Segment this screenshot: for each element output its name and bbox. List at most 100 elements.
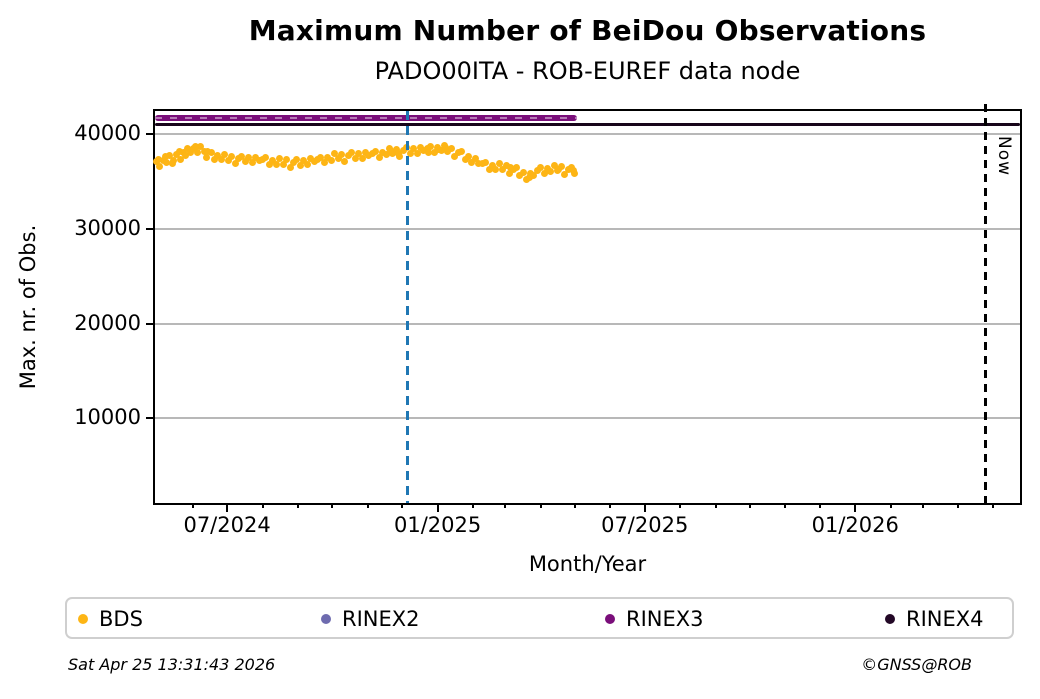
bds-point xyxy=(334,155,342,163)
bds-point xyxy=(300,156,308,164)
bds-point xyxy=(444,147,452,155)
now-vline xyxy=(984,104,987,503)
bds-point xyxy=(513,164,521,172)
bds-point xyxy=(375,153,383,161)
gridline xyxy=(155,132,1020,135)
bds-point xyxy=(406,150,414,158)
y-tick xyxy=(146,322,154,325)
chart-subtitle: PADO00ITA - ROB-EUREF data node xyxy=(374,57,801,85)
x-minor-tick xyxy=(366,503,369,508)
bds-point xyxy=(320,159,328,167)
bds-point xyxy=(348,148,356,156)
y-tick-label: 10000 xyxy=(74,405,141,430)
bds-point xyxy=(442,143,450,151)
gridline xyxy=(155,322,1020,325)
bds-point xyxy=(533,167,541,175)
bds-point xyxy=(338,150,345,158)
rinex3-marker-icon xyxy=(605,614,615,624)
bds-point xyxy=(447,144,455,152)
bds-point xyxy=(471,155,479,163)
bds-point xyxy=(272,160,280,168)
bds-point xyxy=(395,149,403,157)
bds-point xyxy=(327,157,335,165)
credit-text: ©GNSS@ROB xyxy=(861,655,972,674)
x-minor-tick xyxy=(921,503,924,508)
legend-label-rinex3: RINEX3 xyxy=(626,607,704,631)
bds-point xyxy=(217,156,225,164)
bds-point xyxy=(410,145,418,153)
bds-point xyxy=(492,165,500,173)
bds-point xyxy=(502,162,510,170)
x-minor-tick xyxy=(714,503,717,508)
x-minor-tick xyxy=(784,503,787,508)
bds-point xyxy=(392,145,400,153)
x-minor-tick xyxy=(573,503,576,508)
bds-point xyxy=(451,153,459,161)
bds-point xyxy=(495,159,503,167)
bds-point xyxy=(197,143,205,151)
bds-point xyxy=(413,150,421,158)
legend-item-bds: BDS xyxy=(78,606,143,632)
x-major-tick xyxy=(436,503,439,512)
bds-point xyxy=(317,153,325,161)
bds-point xyxy=(279,160,287,168)
bds-point xyxy=(265,160,273,168)
bds-point xyxy=(516,171,524,179)
bds-point xyxy=(269,156,277,164)
legend-label-bds: BDS xyxy=(99,607,143,631)
bds-point xyxy=(248,159,256,167)
bds-point xyxy=(458,148,466,156)
x-minor-tick xyxy=(748,503,751,508)
bds-point xyxy=(224,157,232,165)
x-major-tick xyxy=(226,503,229,512)
bds-point xyxy=(252,153,260,161)
bds-point xyxy=(231,160,239,168)
y-tick-label: 20000 xyxy=(74,310,141,335)
bds-point xyxy=(276,155,284,163)
legend-item-rinex4: RINEX4 xyxy=(885,606,984,632)
gridline xyxy=(155,227,1020,230)
plot-frame xyxy=(153,109,1022,505)
bds-point xyxy=(561,170,569,178)
bds-point xyxy=(489,161,497,169)
bds-point xyxy=(245,153,253,161)
bds-point xyxy=(571,170,579,178)
rinex2-marker-icon xyxy=(321,614,331,624)
bds-point xyxy=(344,152,352,159)
bds-point xyxy=(283,156,291,164)
bds-point xyxy=(537,164,545,172)
bds-point xyxy=(154,155,162,163)
bds-point xyxy=(387,147,395,155)
bds-point xyxy=(427,143,435,150)
bds-point xyxy=(540,170,548,178)
legend-box xyxy=(65,597,1014,639)
x-minor-tick xyxy=(472,503,475,508)
bds-point xyxy=(169,156,177,164)
event-vline xyxy=(406,111,410,503)
x-minor-tick xyxy=(401,503,404,508)
rinex4-marker-icon xyxy=(885,614,895,624)
x-axis-title: Month/Year xyxy=(528,552,647,576)
bds-point xyxy=(162,159,170,167)
bds-point xyxy=(161,153,169,161)
bds-point xyxy=(175,148,183,156)
x-major-tick xyxy=(643,503,646,512)
x-minor-tick xyxy=(261,503,264,508)
bds-point xyxy=(183,145,191,153)
bds-point xyxy=(262,154,270,162)
bds-point xyxy=(168,160,176,168)
y-tick xyxy=(146,227,154,230)
bds-point xyxy=(399,147,407,155)
bds-point xyxy=(547,167,555,175)
x-tick-label: 01/2025 xyxy=(393,513,482,537)
bds-point xyxy=(530,171,538,179)
bds-point xyxy=(296,161,304,169)
gridline xyxy=(155,417,1020,420)
bds-point xyxy=(207,148,215,156)
chart-title: Maximum Number of BeiDou Observations xyxy=(248,14,927,47)
bds-point xyxy=(525,173,533,181)
bds-point xyxy=(461,155,469,163)
x-minor-tick xyxy=(991,503,994,508)
legend-label-rinex4: RINEX4 xyxy=(906,607,984,631)
bds-point xyxy=(202,154,210,162)
